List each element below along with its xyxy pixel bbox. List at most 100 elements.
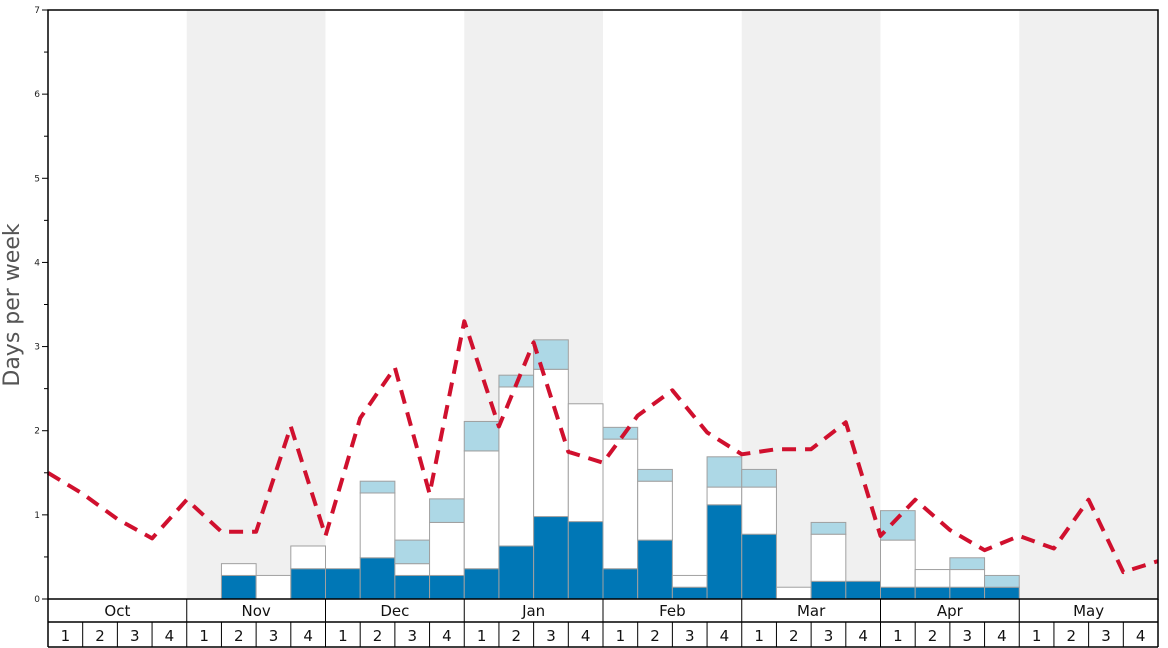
y-tick-label-2: 2 [34,427,40,437]
bar-week-18-layer-1 [637,539,673,600]
y-tick-label-3: 3 [34,343,40,353]
week-label-jan-3: 3 [546,627,556,645]
y-tick-label-7: 7 [34,6,40,16]
week-label-feb-1: 1 [616,627,626,645]
bar-week-21-layer-1 [741,533,777,600]
y-tick-label-0: 0 [34,595,40,605]
trend-line [46,319,1159,575]
month-label-apr: Apr [937,602,964,620]
bar-week-27-layer-3 [949,557,986,571]
month-shading [186,10,1158,599]
week-label-nov-2: 2 [234,627,244,645]
week-label-dec-2: 2 [373,627,383,645]
bar-week-15-layer-1 [533,516,569,600]
stacked-bars [220,339,1020,600]
week-label-dec-3: 3 [407,627,417,645]
bar-week-9-layer-1 [325,568,361,600]
bar-week-11-layer-2 [394,563,431,576]
week-label-jan-2: 2 [512,627,522,645]
week-label-mar-2: 2 [789,627,799,645]
bar-week-11-layer-1 [394,574,431,600]
week-label-apr-1: 1 [893,627,903,645]
bar-week-23-layer-1 [810,580,847,600]
month-shade-nov [186,10,326,599]
bar-week-27-layer-2 [949,569,986,588]
week-label-may-2: 2 [1067,627,1077,645]
y-tick-label-1: 1 [34,511,40,521]
bar-week-17-layer-2 [602,438,639,570]
y-tick-label-6: 6 [34,90,40,100]
month-label-jan: Jan [521,602,545,620]
bar-week-23-layer-3 [810,521,847,535]
week-label-mar-3: 3 [824,627,834,645]
bar-week-8-layer-2 [290,545,326,570]
bar-week-14-layer-2 [498,386,535,547]
bar-week-8-layer-1 [290,568,326,600]
bar-week-10-layer-3 [359,480,396,494]
bar-week-25-layer-2 [880,539,916,588]
bar-week-20-layer-1 [706,504,743,600]
week-label-dec-1: 1 [338,627,348,645]
bar-week-14-layer-1 [498,545,535,600]
week-label-may-1: 1 [1032,627,1042,645]
y-tick-label-4: 4 [34,258,40,268]
week-label-apr-2: 2 [928,627,938,645]
week-label-feb-2: 2 [650,627,660,645]
bar-week-21-layer-2 [741,486,777,535]
month-label-mar: Mar [797,602,826,620]
bar-week-18-layer-2 [637,480,673,541]
axes [42,9,1159,648]
week-label-mar-4: 4 [858,627,868,645]
bar-week-20-layer-3 [706,456,743,488]
bar-week-12-layer-3 [429,498,465,523]
week-label-may-4: 4 [1136,627,1146,645]
bar-week-12-layer-2 [429,521,465,576]
week-label-jan-4: 4 [581,627,591,645]
bar-week-28-layer-3 [984,574,1020,588]
bar-week-6-layer-2 [220,563,257,576]
week-label-oct-4: 4 [165,627,175,645]
bar-week-22-layer-2 [775,586,812,600]
bar-week-24-layer-1 [845,580,881,600]
bar-week-28-layer-1 [984,586,1020,600]
week-label-feb-4: 4 [720,627,730,645]
bar-week-21-layer-3 [741,468,777,488]
y-tick-label-5: 5 [34,174,40,184]
month-shade-may [1019,10,1158,599]
week-label-feb-3: 3 [685,627,695,645]
week-label-jan-1: 1 [477,627,487,645]
bar-week-27-layer-1 [949,586,986,600]
bar-week-13-layer-2 [463,450,500,570]
bar-week-23-layer-2 [810,533,847,582]
week-label-oct-1: 1 [61,627,71,645]
week-label-apr-4: 4 [997,627,1007,645]
y-axis-label: Days per week [0,223,25,386]
bar-week-7-layer-2 [255,574,292,600]
bar-week-16-layer-1 [567,521,604,600]
month-label-dec: Dec [380,602,409,620]
axis-labels: Days per week 0 1 2 3 4 5 6 7 Oct 1 2 3 4 Nov 1 2 3 4 Dec 1… [0,6,1145,645]
week-label-oct-3: 3 [130,627,140,645]
week-label-apr-3: 3 [962,627,972,645]
week-label-may-3: 3 [1101,627,1111,645]
bar-week-11-layer-3 [394,539,431,565]
bar-week-26-layer-1 [914,586,951,600]
month-label-nov: Nov [241,602,270,620]
week-label-oct-2: 2 [95,627,105,645]
week-label-nov-4: 4 [303,627,313,645]
dashed-trend-line [46,319,1159,575]
week-label-nov-1: 1 [199,627,209,645]
bar-week-19-layer-2 [671,574,708,588]
bar-week-10-layer-1 [359,557,396,600]
week-label-nov-3: 3 [269,627,279,645]
bar-week-25-layer-1 [880,586,916,600]
bar-week-17-layer-1 [602,568,639,600]
bar-week-6-layer-1 [220,574,257,600]
bar-week-26-layer-2 [914,569,951,588]
bar-week-10-layer-2 [359,492,396,559]
bar-week-12-layer-1 [429,574,465,600]
bar-week-20-layer-2 [706,486,743,506]
bar-week-13-layer-1 [463,568,500,600]
bar-week-18-layer-3 [637,468,673,482]
